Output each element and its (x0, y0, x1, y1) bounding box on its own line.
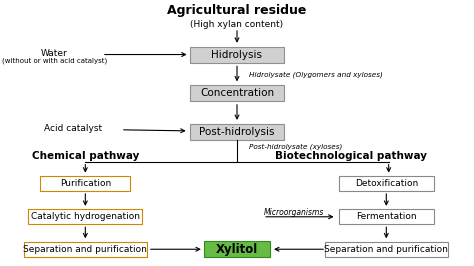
Text: (High xylan content): (High xylan content) (191, 20, 283, 29)
Text: Hidrolysis: Hidrolysis (211, 49, 263, 60)
FancyBboxPatch shape (204, 241, 270, 257)
Text: Xylitol: Xylitol (216, 243, 258, 256)
Text: Acid catalyst: Acid catalyst (45, 124, 102, 133)
FancyBboxPatch shape (28, 210, 142, 224)
Text: Post-hidrolysis: Post-hidrolysis (199, 127, 275, 137)
Text: Separation and purification: Separation and purification (23, 245, 147, 254)
FancyBboxPatch shape (339, 176, 434, 191)
Text: (without or with acid catalyst): (without or with acid catalyst) (2, 58, 107, 64)
Text: Biotechnological pathway: Biotechnological pathway (275, 151, 427, 161)
Text: Chemical pathway: Chemical pathway (32, 151, 139, 161)
Text: Catalytic hydrogenation: Catalytic hydrogenation (31, 212, 140, 221)
FancyBboxPatch shape (190, 47, 284, 63)
Text: Fermentation: Fermentation (356, 212, 417, 221)
Text: Hidrolysate (Olygomers and xyloses): Hidrolysate (Olygomers and xyloses) (249, 71, 383, 78)
Text: Water: Water (41, 49, 68, 58)
FancyBboxPatch shape (339, 210, 434, 224)
Text: Concentration: Concentration (200, 88, 274, 98)
FancyBboxPatch shape (325, 242, 448, 256)
Text: Purification: Purification (60, 179, 111, 188)
Text: Microorganisms: Microorganisms (264, 208, 324, 217)
FancyBboxPatch shape (190, 124, 284, 140)
Text: Separation and purification: Separation and purification (324, 245, 448, 254)
Text: Post-hidrolysate (xyloses): Post-hidrolysate (xyloses) (249, 143, 342, 149)
Text: Detoxification: Detoxification (355, 179, 418, 188)
Text: Agricultural residue: Agricultural residue (167, 4, 307, 17)
FancyBboxPatch shape (190, 85, 284, 101)
FancyBboxPatch shape (24, 242, 147, 256)
FancyBboxPatch shape (40, 176, 130, 191)
